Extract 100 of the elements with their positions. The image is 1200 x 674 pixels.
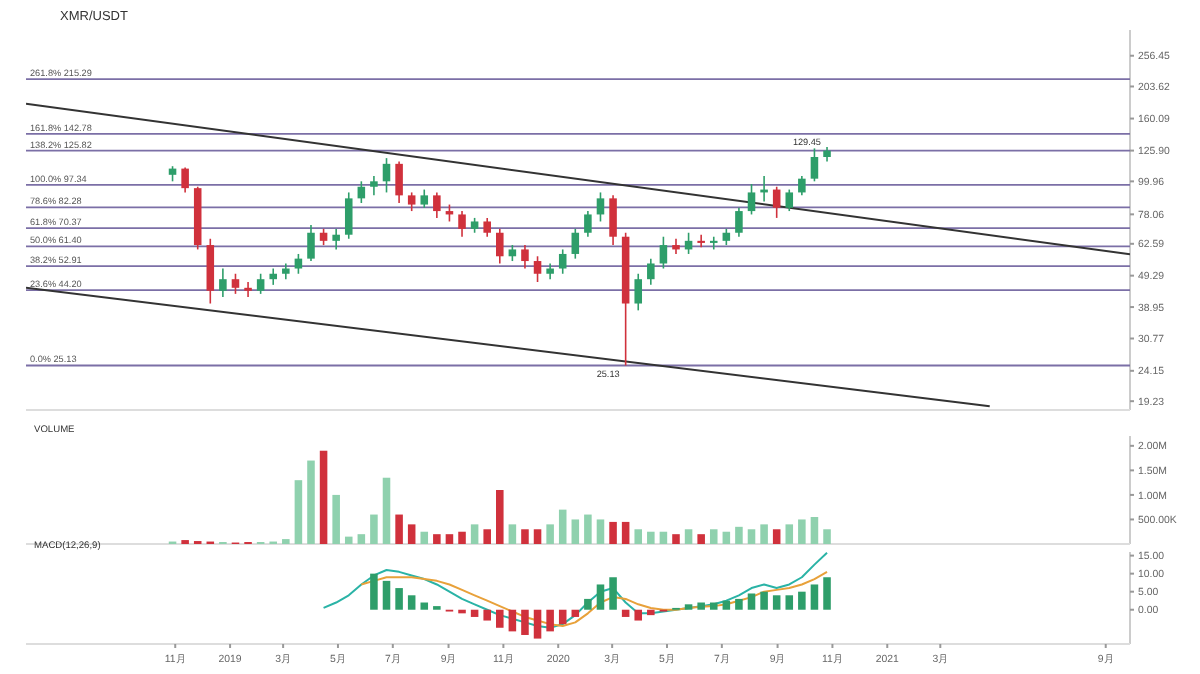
candlestick [370,175,378,197]
bar [558,509,567,544]
bar [584,598,592,610]
candlestick [584,210,592,238]
bar [558,609,567,625]
bar [609,521,617,544]
bar [483,529,491,544]
bar [445,534,454,544]
bar [709,602,718,610]
candlestick [798,175,806,197]
bar [647,609,655,616]
bar [760,591,768,610]
bar [684,604,693,610]
bar [496,490,504,544]
bar [533,529,542,544]
candlestick [785,188,794,212]
bar [508,524,517,544]
candlestick [747,183,756,216]
candlestick [206,237,215,305]
bar [596,584,605,610]
bar [760,524,768,544]
bar [672,534,680,544]
candlestick [294,253,303,275]
bar [307,460,315,544]
bar [382,477,391,544]
bar [508,609,517,632]
candlestick [219,267,227,298]
bar [433,534,441,544]
candlestick [382,157,391,194]
bar [521,609,529,635]
candlestick [256,272,265,295]
candlestick [395,160,403,204]
bar [584,514,592,544]
bar [319,450,328,544]
bar [571,609,580,617]
bar [810,584,819,610]
candlestick [672,237,680,255]
bar [823,577,831,610]
bar [420,531,429,544]
bar [496,609,504,628]
bar [772,595,781,610]
bar [483,609,491,621]
candlestick [772,185,781,219]
candlestick [735,206,743,238]
bar [533,609,542,639]
candlestick [420,188,429,209]
bar [470,524,479,544]
candlestick [307,224,315,262]
candlestick [483,217,491,238]
candlestick [659,235,668,270]
bar [772,529,781,544]
bar [395,514,403,544]
bar [357,534,366,544]
bar [571,519,580,544]
bar [407,595,416,610]
bar [407,524,416,544]
bar [647,531,655,544]
line-series [360,570,829,627]
bar [747,529,756,544]
candlestick [181,166,189,194]
bar [684,529,693,544]
candlestick [332,228,340,251]
candlestick [596,191,605,223]
bar [798,519,806,544]
candlestick [558,248,567,275]
bar [747,593,756,610]
bar [420,602,429,610]
bar [634,609,643,621]
bar [458,531,466,544]
bar [621,521,630,544]
candlestick [244,281,252,298]
line-series [322,552,829,629]
bar [697,534,705,544]
candlestick [634,272,643,312]
bar [370,573,378,610]
bar [470,609,479,617]
bar [621,609,630,617]
candlestick [810,147,819,183]
bar [294,480,303,544]
bar [810,517,819,544]
bar [609,577,617,610]
candlestick [407,191,416,212]
bar [722,600,731,610]
candlestick [458,210,466,238]
candlestick [571,228,580,260]
bar [735,598,743,610]
bar [709,529,718,544]
bar [659,531,668,544]
candlestick [709,235,718,251]
bar [735,526,743,544]
candlestick [496,228,504,265]
candlestick [433,191,441,219]
candlestick [533,255,542,283]
candlestick [521,244,529,270]
candlestick [609,194,617,246]
candlestick [647,257,655,286]
candlestick [697,233,705,249]
candlestick [231,272,240,295]
bar [785,524,794,544]
bar [697,602,705,610]
